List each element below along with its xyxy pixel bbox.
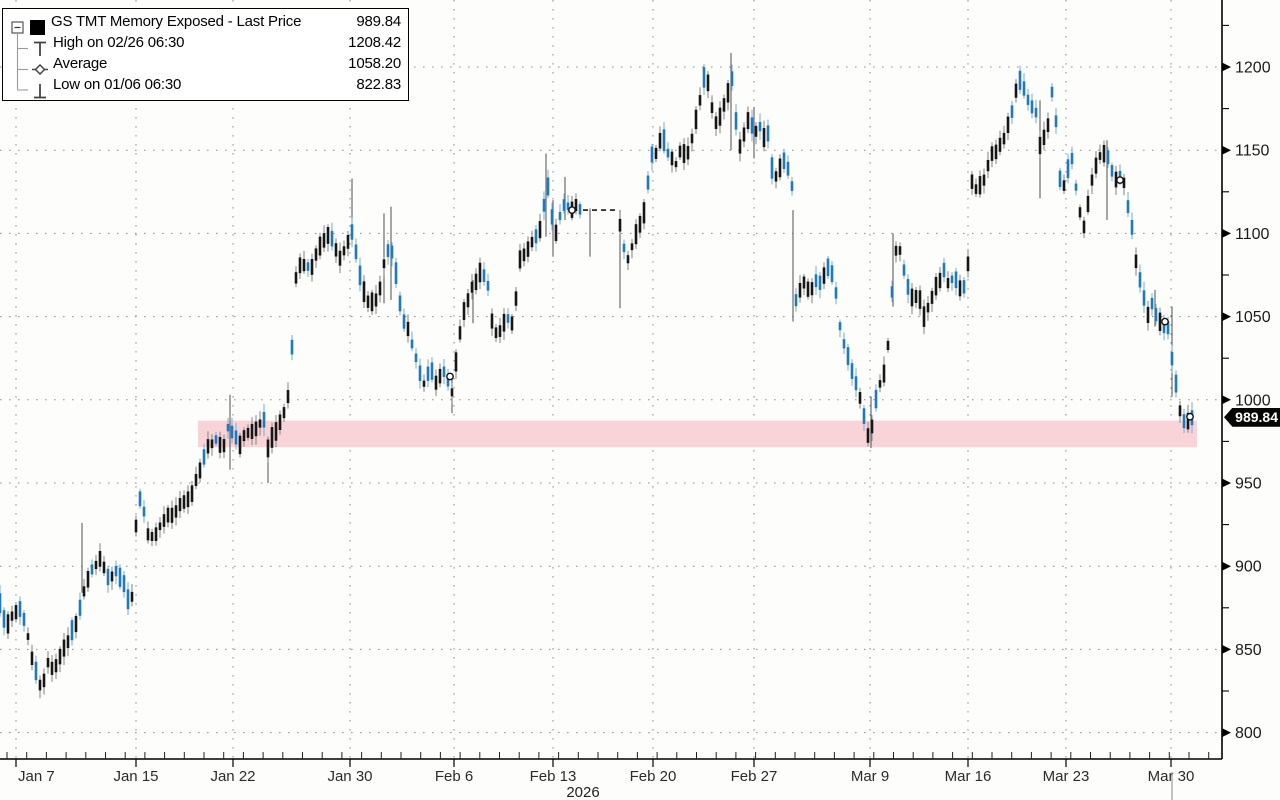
y-tick-arrow (1222, 561, 1231, 571)
legend-label: Average (53, 55, 108, 72)
support-band (198, 420, 1197, 448)
x-tick-label: Mar 9 (851, 768, 889, 785)
point-marker (446, 372, 454, 381)
legend-panel: GS TMT Memory Exposed - Last Price 989.8… (2, 8, 409, 101)
bar-layer (0, 67, 1194, 691)
grid-layer (0, 0, 1222, 759)
x-tick-label: Feb 20 (630, 768, 677, 785)
legend-label: Low on 01/06 06:30 (53, 76, 182, 93)
legend-value: 1058.20 (348, 55, 401, 72)
legend-value: 822.83 (356, 76, 401, 93)
legend-row-last-price[interactable]: GS TMT Memory Exposed - Last Price 989.8… (3, 11, 408, 32)
x-tick-label: Mar 23 (1043, 768, 1090, 785)
y-tick-label: 800 (1235, 725, 1262, 742)
y-tick-arrow (1222, 395, 1231, 405)
point-marker (1186, 412, 1194, 421)
y-tick-arrow (1222, 644, 1231, 654)
point-marker (568, 206, 576, 215)
last-price-value: 989.84 (1235, 408, 1278, 425)
y-tick-label: 850 (1235, 642, 1262, 659)
x-tick-label: Jan 30 (327, 768, 372, 785)
y-tick-arrow (1222, 478, 1231, 488)
legend-value: 1208.42 (348, 34, 401, 51)
y-tick-arrow (1222, 312, 1231, 322)
y-tick-label: 1150 (1235, 143, 1270, 160)
x-tick-label: Jan 22 (210, 768, 255, 785)
y-tick-label: 1200 (1235, 60, 1271, 77)
y-tick-label: 1050 (1235, 309, 1271, 326)
legend-label: High on 02/26 06:30 (53, 34, 185, 51)
y-tick-arrow (1222, 145, 1231, 155)
x-tick-label: Feb 27 (731, 768, 778, 785)
marker-layer (446, 176, 1194, 421)
support-band-layer (198, 420, 1197, 448)
legend-value: 989.84 (356, 13, 401, 30)
y-tick-arrow (1222, 62, 1231, 72)
legend-row-high[interactable]: High on 02/26 06:30 1208.42 (3, 32, 408, 53)
y-tick-label: 1100 (1235, 226, 1270, 243)
y-tick-label: 950 (1235, 476, 1262, 493)
y-tick-arrow (1222, 228, 1231, 238)
x-tick-label: Jan 7 (18, 768, 55, 785)
x-tick-label: Mar 30 (1148, 768, 1195, 785)
y-tick-label: 900 (1235, 559, 1262, 576)
legend-label: GS TMT Memory Exposed - Last Price (51, 13, 302, 30)
x-tick-label: Feb 13 (530, 768, 577, 785)
x-tick-label: Mar 16 (945, 768, 992, 785)
point-marker (1161, 317, 1169, 326)
legend-row-low[interactable]: Low on 01/06 06:30 822.83 (3, 74, 408, 95)
x-tick-label: Feb 6 (435, 768, 473, 785)
wick-layer (0, 64, 1193, 699)
last-price-tag: 989.84 (1224, 407, 1280, 427)
x-axis-year-label: 2026 (566, 784, 600, 800)
y-tick-label: 1000 (1235, 392, 1271, 409)
x-tick-label: Jan 15 (113, 768, 158, 785)
legend-row-average[interactable]: Average 1058.20 (3, 53, 408, 74)
y-tick-arrow (1222, 728, 1231, 738)
point-marker (1116, 176, 1124, 185)
